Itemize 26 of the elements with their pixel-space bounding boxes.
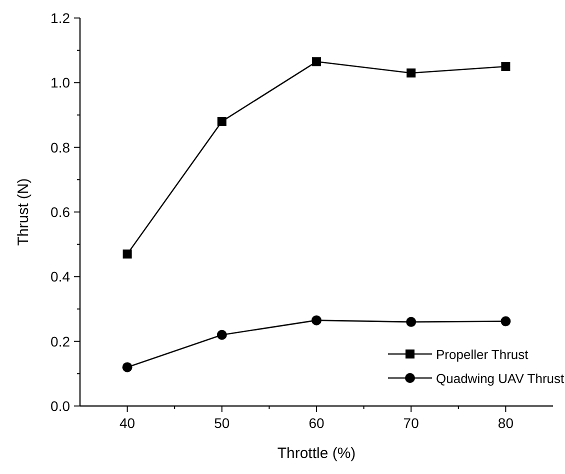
y-tick-label: 0.0 [50,398,70,414]
y-axis-title: Thrust (N) [15,178,32,246]
y-tick-label: 0.4 [50,268,70,285]
point [501,62,510,71]
point [312,315,322,326]
y-tick-label: 0.2 [50,333,70,350]
y-tick-label: 0.8 [50,139,70,156]
point [217,116,226,126]
legend-label: Propeller Thrust [436,347,529,362]
point [122,362,132,372]
legend-label: Quadwing UAV Thrust [436,371,565,386]
point [122,250,132,259]
y-tick-label: 0.6 [50,204,70,220]
point [312,57,321,66]
x-tick-label: 40 [120,415,136,431]
point [406,68,416,78]
x-tick-label: 50 [214,415,230,431]
y-tick-label: 1.2 [50,10,70,26]
x-tick-label: 80 [498,415,514,431]
x-axis-title: Throttle (%) [277,445,356,462]
point [406,316,416,327]
point [216,330,227,340]
point [500,316,511,326]
x-tick-label: 60 [308,415,324,431]
y-tick-label: 1.0 [50,74,70,91]
x-tick-label: 70 [403,415,420,431]
